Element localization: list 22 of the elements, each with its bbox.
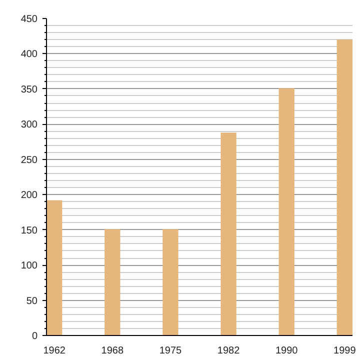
y-tick-label: 400 — [20, 49, 38, 60]
bar — [336, 40, 352, 336]
y-tick-label: 450 — [20, 14, 38, 25]
y-tick-label: 300 — [20, 120, 38, 131]
bar — [162, 229, 178, 336]
x-tick-label: 1968 — [101, 346, 124, 356]
y-tick-label: 150 — [20, 225, 38, 236]
y-tick-label: 50 — [26, 296, 38, 307]
y-tick-label: 200 — [20, 190, 38, 202]
x-tick-label: 1982 — [217, 346, 240, 356]
y-tick-label: 100 — [20, 260, 38, 272]
bar — [220, 132, 236, 336]
bar — [46, 200, 62, 336]
x-tick-label: 1999 — [334, 346, 356, 356]
bar — [104, 229, 120, 336]
x-tick-label: 1962 — [43, 346, 66, 356]
x-tick-label: 1975 — [159, 346, 182, 356]
bar — [278, 88, 294, 336]
y-tick-label: 0 — [32, 331, 38, 342]
y-tick-label: 250 — [20, 154, 38, 166]
x-tick-label: 1990 — [275, 346, 298, 356]
y-tick-label: 350 — [20, 84, 38, 96]
